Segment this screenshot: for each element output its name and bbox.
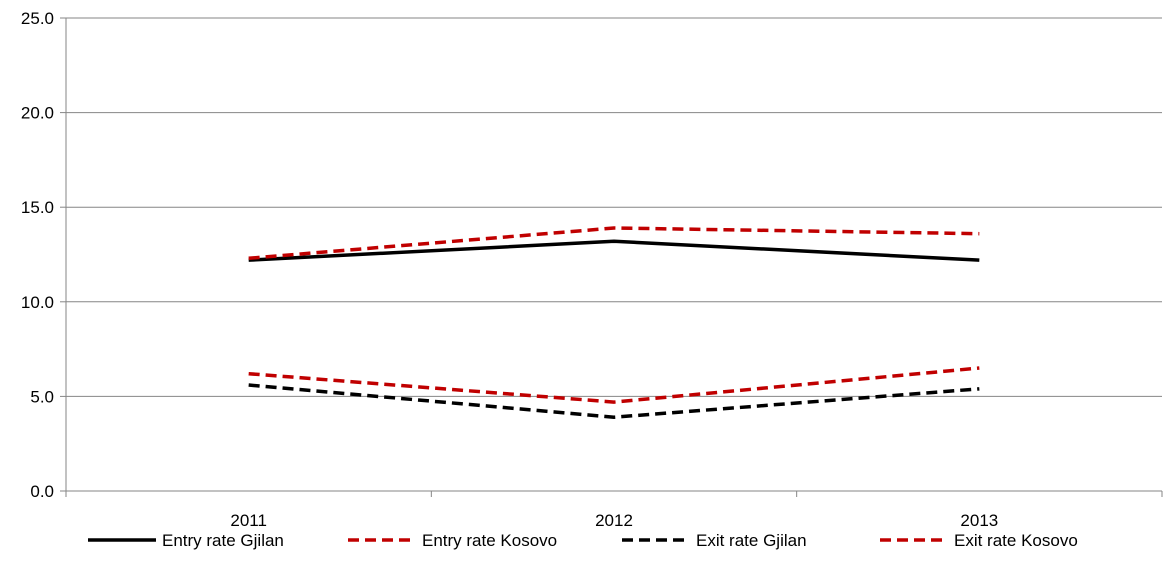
y-tick-label: 5.0 [30,387,54,406]
legend-label: Exit rate Gjilan [696,531,807,550]
y-tick-label: 15.0 [21,198,54,217]
x-axis-ticks: 2011 2012 2013 [65,491,1163,530]
y-tick-label: 0.0 [30,482,54,501]
gridlines [66,17,1162,397]
legend-label: Exit rate Kosovo [954,531,1078,550]
series-line-entry-rate-kosovo [248,226,980,261]
y-axis-ticks: 0.0 5.0 10.0 15.0 20.0 25.0 [21,9,66,501]
x-tick-label: 2012 [595,511,633,530]
axes [65,18,1162,492]
x-tick-label: 2011 [230,511,267,530]
x-tick-label: 2013 [960,511,998,530]
series-lines [248,226,980,419]
legend: Entry rate Gjilan Entry rate Kosovo Exit r… [88,531,1078,550]
series-line-exit-rate-gjilan [248,383,980,419]
y-tick-label: 20.0 [21,104,54,123]
series-line-exit-rate-kosovo [248,366,980,404]
y-tick-label: 25.0 [21,9,54,28]
legend-label: Entry rate Gjilan [162,531,284,550]
legend-label: Entry rate Kosovo [422,531,557,550]
y-tick-label: 10.0 [21,293,54,312]
series-line-entry-rate-gjilan [248,239,980,262]
